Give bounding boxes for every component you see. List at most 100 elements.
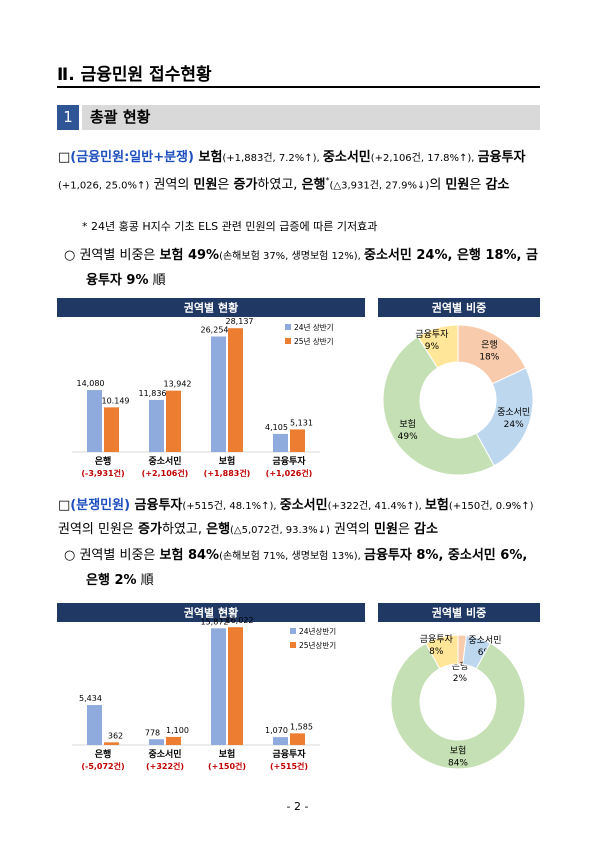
- run: 권역의: [329, 522, 375, 537]
- legend-swatch: [285, 338, 291, 344]
- run: 증가: [233, 177, 258, 193]
- run: (△5,072건, 93.3%↓): [230, 525, 330, 536]
- bar: [228, 328, 243, 452]
- run: 권역의: [149, 177, 194, 193]
- page-number: - 2 -: [286, 800, 309, 813]
- bar: [273, 433, 288, 452]
- run: 권역별 비중은: [75, 548, 160, 563]
- legend-swatch: [285, 324, 291, 330]
- bar: [228, 627, 243, 745]
- run: 은행: [301, 177, 326, 193]
- section-title: 총괄 현황: [82, 105, 540, 130]
- header-rule: [57, 86, 540, 88]
- legend-swatch: [290, 628, 296, 634]
- category-note: (+322건): [146, 761, 184, 771]
- run: 은행: [206, 522, 231, 537]
- data-label: 1,070: [265, 726, 288, 735]
- pie-label: 보험: [399, 419, 416, 430]
- bar: [87, 390, 102, 452]
- data-label: 13,942: [164, 380, 192, 389]
- pie-label: 은행: [481, 339, 498, 351]
- bullet: ○: [64, 548, 76, 563]
- data-label: 5,434: [79, 694, 102, 703]
- chart-title-bar: [57, 298, 365, 317]
- bar: [166, 736, 181, 745]
- legend-label: 24년상반기: [299, 626, 336, 636]
- run: (분쟁민원): [70, 498, 131, 513]
- run: 은: [397, 522, 415, 537]
- legend-label: 24년 상반기: [294, 322, 334, 332]
- run: 順: [136, 573, 154, 588]
- x-tick-label: 금융투자: [272, 455, 306, 467]
- header-title: Ⅱ. 금융민원 접수현황: [57, 65, 212, 85]
- run: 금융투자: [130, 498, 183, 513]
- data-label: 1,100: [166, 726, 189, 735]
- run: 중소서민: [322, 150, 371, 165]
- data-label: 11,836: [139, 389, 167, 398]
- run: (+2,106건, 17.8%↑),: [370, 153, 478, 164]
- category-note: (+1,883건): [204, 468, 251, 478]
- run: (손해보험 71%, 생명보험 13%),: [219, 551, 365, 562]
- chart-title: 권역별 현황: [184, 301, 238, 315]
- pie-value-label: 24%: [504, 420, 524, 430]
- legend-label: 25년 상반기: [294, 336, 334, 346]
- run: 권역의 민원은: [58, 522, 139, 537]
- data-label: 4,105: [265, 423, 288, 432]
- x-tick-label: 중소서민: [148, 748, 181, 760]
- bar: [104, 742, 119, 745]
- run: 보험 49%: [159, 248, 220, 263]
- category-note: (+150건): [208, 761, 246, 771]
- run: 보험: [424, 498, 449, 513]
- run: 중소서민 24%, 은행 18%, 금융투자 9%: [86, 248, 538, 288]
- category-note: (+1,026건): [266, 468, 313, 478]
- data-label: 16,022: [226, 616, 254, 625]
- run: 민원: [445, 177, 470, 193]
- pie-value-label: 84%: [448, 759, 468, 769]
- bar: [149, 739, 164, 745]
- legend-label: 25년상반기: [299, 640, 336, 650]
- run: (금융민원:일반+분쟁): [70, 150, 194, 165]
- bullet-paragraph: ○ 권역별 비중은 보험 49%(손해보험 37%, 생명보험 12%), 중소…: [64, 244, 542, 293]
- legend-swatch: [290, 642, 296, 648]
- run: 금융투자: [477, 150, 526, 165]
- run: 은: [469, 177, 486, 193]
- pie-label: 금융투자: [415, 329, 449, 340]
- bar: [273, 737, 288, 745]
- run: 감소: [414, 522, 438, 537]
- run: 하였고,: [161, 522, 207, 537]
- bar: [149, 399, 164, 452]
- run: 감소: [485, 177, 510, 193]
- bar: [290, 733, 305, 745]
- data-label: 778: [145, 728, 160, 737]
- run: 의: [429, 177, 446, 193]
- chart-title-bar: [57, 603, 365, 622]
- pie-slice: [382, 335, 495, 476]
- pie-slice: [390, 642, 526, 770]
- run: 보험: [193, 150, 223, 165]
- run: 민원: [374, 522, 398, 537]
- bar: [87, 705, 102, 745]
- data-label: 362: [108, 731, 123, 740]
- pie-label: 금융투자: [420, 634, 454, 645]
- category-note: (-5,072건): [81, 761, 124, 771]
- run: 권역별 비중은: [75, 248, 160, 263]
- bullet: ○: [64, 248, 76, 263]
- run: 보험 84%: [159, 548, 220, 563]
- run: (+1,883건, 7.2%↑),: [222, 153, 323, 164]
- x-tick-label: 은행: [95, 748, 112, 760]
- pie-label: 중소서민: [497, 407, 530, 418]
- pie-value-label: 9%: [425, 342, 440, 352]
- note: * 24년 홍콩 H지수 기초 ELS 관련 민원의 급증에 따른 기저효과: [82, 220, 378, 233]
- run: *: [325, 176, 330, 185]
- category-note: (+515건): [270, 761, 308, 771]
- data-label: 26,254: [201, 325, 229, 334]
- x-tick-label: 보험: [219, 455, 236, 467]
- pie-label: 보험: [450, 746, 467, 757]
- chart-title: 권역별 현황: [184, 606, 238, 620]
- bullet-paragraph: ○ 권역별 비중은 보험 84%(손해보험 71%, 생명보험 13%), 금융…: [64, 544, 542, 593]
- bar: [211, 336, 226, 452]
- chart-title: 권역별 비중: [432, 301, 486, 315]
- bullet: □: [58, 498, 71, 513]
- pie-value-label: 49%: [398, 432, 418, 442]
